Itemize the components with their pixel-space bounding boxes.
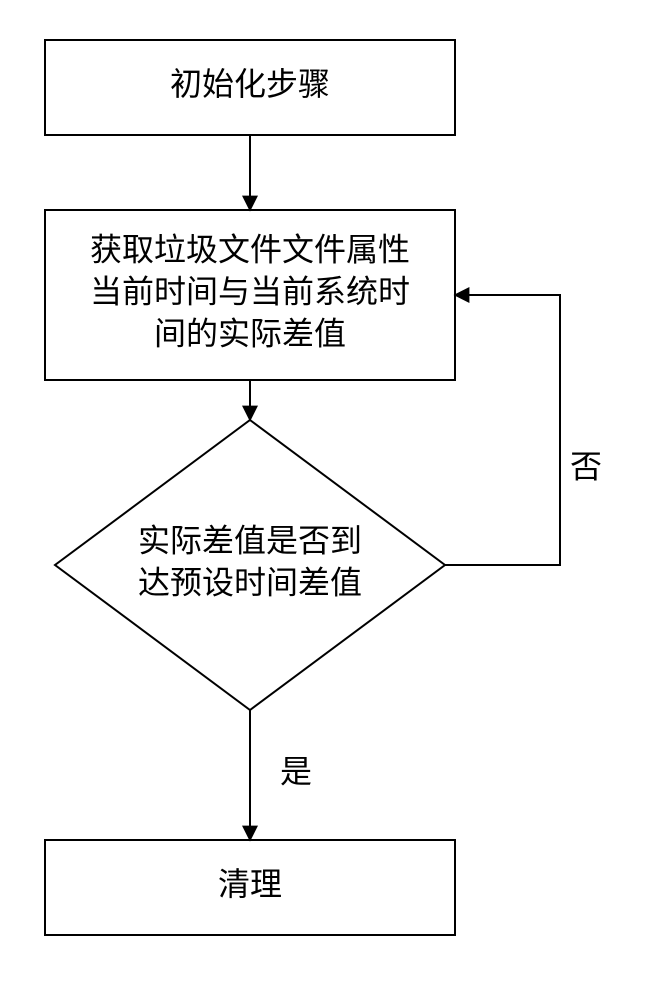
node-get_diff-line-2: 间的实际差值: [154, 315, 346, 351]
node-check-line-1: 达预设时间差值: [138, 564, 362, 600]
edge-2: 是: [250, 710, 312, 840]
node-init: 初始化步骤: [45, 40, 455, 135]
node-clean-line-0: 清理: [218, 866, 282, 902]
edge-3: 否: [445, 295, 602, 565]
edge-3-label: 否: [570, 448, 602, 484]
node-check-line-0: 实际差值是否到: [138, 522, 362, 558]
node-check: 实际差值是否到达预设时间差值: [55, 420, 445, 710]
node-get_diff-line-0: 获取垃圾文件文件属性: [90, 231, 410, 267]
edge-2-label: 是: [280, 753, 312, 789]
node-get_diff: 获取垃圾文件文件属性当前时间与当前系统时间的实际差值: [45, 210, 455, 380]
node-get_diff-line-1: 当前时间与当前系统时: [90, 273, 410, 309]
node-clean: 清理: [45, 840, 455, 935]
node-init-line-0: 初始化步骤: [170, 66, 330, 102]
